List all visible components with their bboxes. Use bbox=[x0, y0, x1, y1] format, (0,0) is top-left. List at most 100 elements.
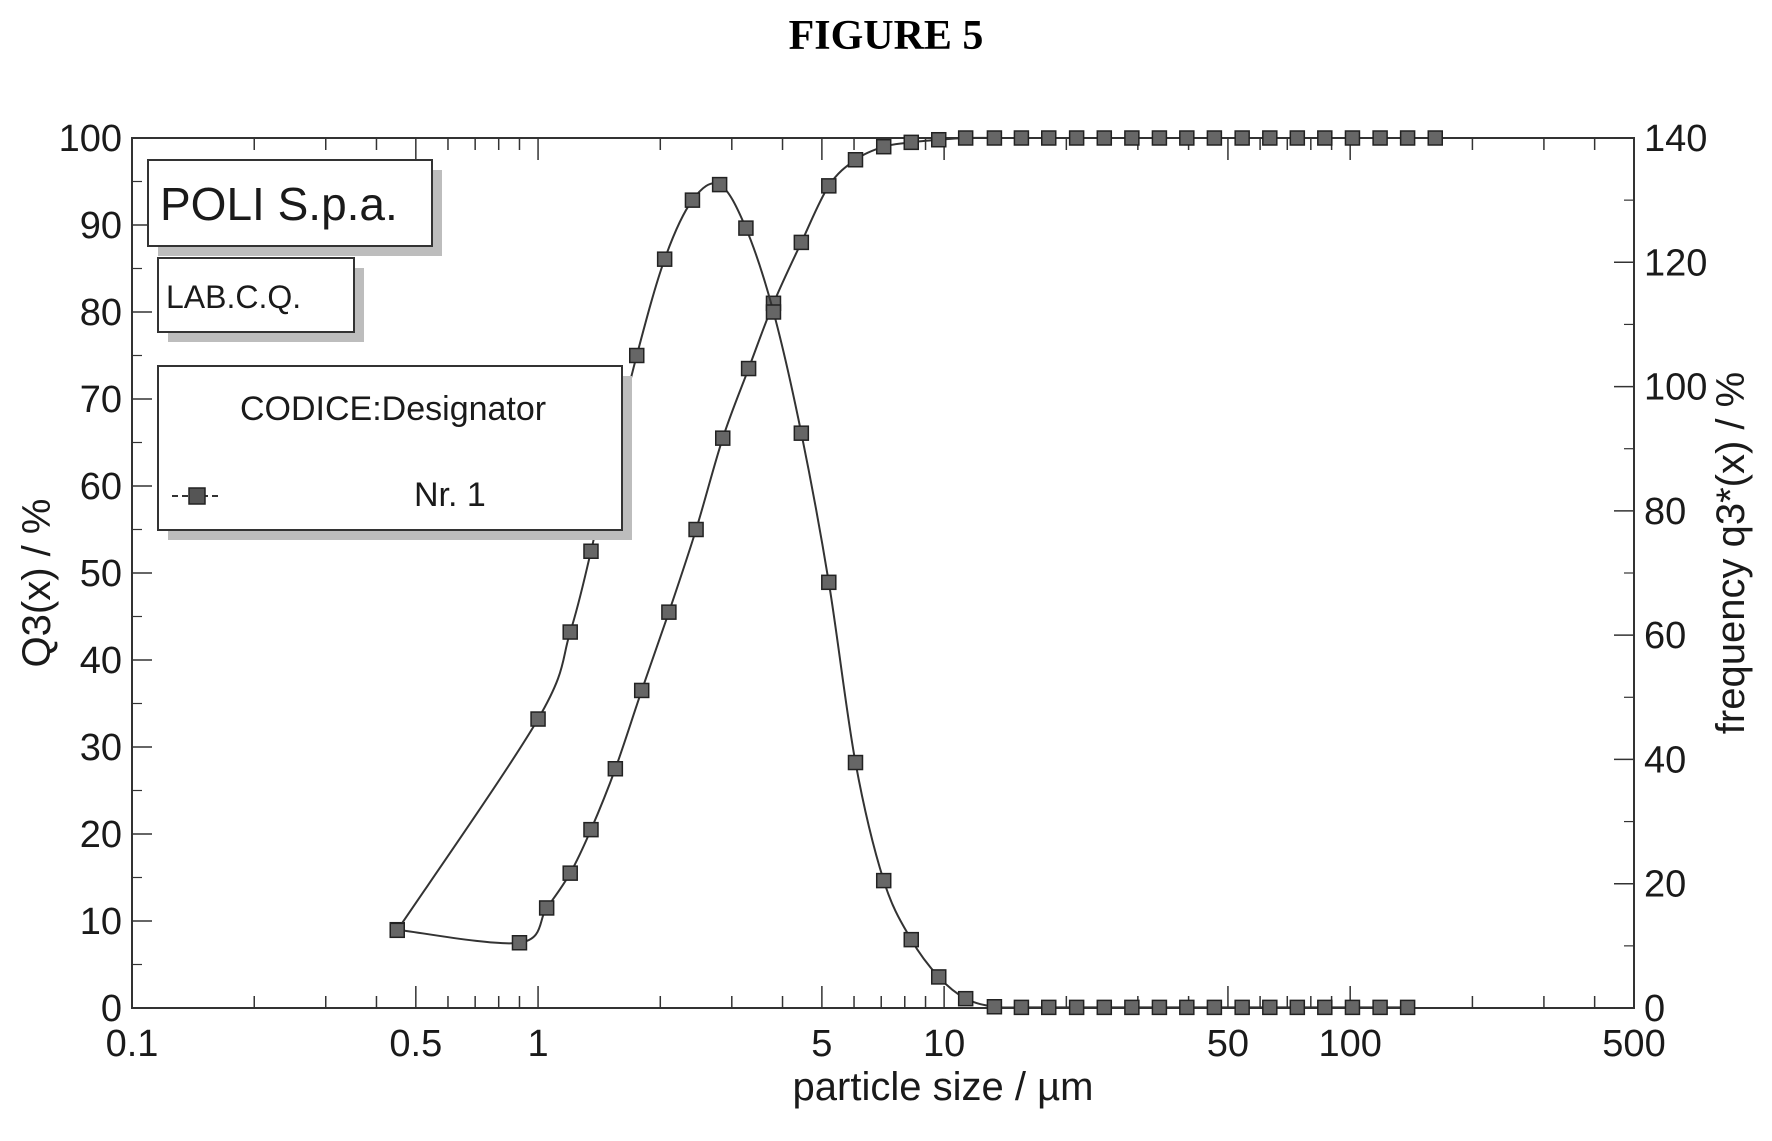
cumulative-data-point bbox=[1013, 130, 1030, 146]
cumulative-series-line bbox=[397, 136, 1436, 945]
frequency-data-point bbox=[1179, 999, 1195, 1016]
frequency-data-point bbox=[1372, 999, 1388, 1016]
y-left-tick-label: 0 bbox=[101, 988, 122, 1030]
cumulative-data-point bbox=[688, 521, 704, 538]
frequency-data-point bbox=[1262, 999, 1278, 1016]
y-right-tick-label: 140 bbox=[1644, 118, 1707, 160]
y-right-axis-title: frequency q3*(x) / % bbox=[1709, 372, 1753, 734]
legend-entry: Nr. 1 bbox=[414, 476, 486, 514]
frequency-data-point bbox=[684, 192, 701, 208]
cumulative-data-point bbox=[793, 234, 810, 251]
cumulative-data-point bbox=[1206, 130, 1223, 146]
frequency-data-point bbox=[1124, 999, 1140, 1016]
frequency-data-point bbox=[1344, 999, 1361, 1016]
cumulative-data-point bbox=[1317, 130, 1333, 146]
cumulative-data-point bbox=[583, 821, 599, 838]
cumulative-data-point bbox=[1068, 130, 1085, 146]
y-left-tick-label: 30 bbox=[80, 727, 122, 769]
frequency-data-point bbox=[530, 711, 546, 727]
y-right-tick-label: 20 bbox=[1644, 864, 1686, 906]
frequency-data-point bbox=[656, 251, 673, 267]
legend-box: CODICE:Designator Nr. 1 bbox=[157, 365, 632, 540]
frequency-data-point bbox=[1234, 999, 1250, 1016]
frequency-data-point bbox=[583, 543, 599, 559]
frequency-data-point bbox=[793, 425, 810, 441]
cumulative-data-point bbox=[821, 178, 837, 194]
cumulative-data-point bbox=[633, 682, 650, 699]
company-box: POLI S.p.a. bbox=[147, 159, 442, 256]
cumulative-data-point bbox=[1289, 130, 1306, 146]
y-right-tick-label: 80 bbox=[1644, 491, 1686, 533]
frequency-data-point bbox=[930, 969, 947, 985]
cumulative-data-point bbox=[1399, 130, 1416, 146]
cumulative-data-point bbox=[511, 935, 528, 951]
x-axis-title: particle size / µm bbox=[793, 1065, 1094, 1109]
lab-box: LAB.C.Q. bbox=[157, 257, 364, 342]
cumulative-data-point bbox=[1427, 130, 1444, 146]
frequency-data-point bbox=[957, 990, 974, 1007]
cumulative-data-point bbox=[661, 604, 677, 620]
frequency-data-point bbox=[562, 624, 578, 640]
frequency-data-point bbox=[1096, 999, 1113, 1016]
y-left-tick-label: 40 bbox=[80, 640, 122, 682]
x-tick-label: 1 bbox=[527, 1023, 548, 1065]
x-tick-label: 50 bbox=[1207, 1023, 1249, 1065]
cumulative-data-point bbox=[1372, 130, 1388, 146]
cumulative-data-point bbox=[1344, 130, 1361, 146]
x-tick-label: 10 bbox=[923, 1023, 965, 1065]
frequency-data-point bbox=[1317, 999, 1333, 1016]
frequency-data-point bbox=[389, 922, 405, 939]
frequency-data-point bbox=[903, 931, 920, 948]
x-tick-label: 500 bbox=[1602, 1023, 1665, 1065]
frequency-data-point bbox=[1068, 999, 1085, 1016]
x-tick-label: 100 bbox=[1318, 1023, 1381, 1065]
cumulative-data-point bbox=[1179, 130, 1195, 146]
y-right-tick-label: 40 bbox=[1644, 739, 1686, 781]
frequency-data-point bbox=[738, 220, 754, 236]
y-left-tick-label: 10 bbox=[80, 901, 122, 943]
cumulative-data-point bbox=[607, 761, 624, 777]
y-left-tick-label: 50 bbox=[80, 553, 122, 595]
frequency-data-point bbox=[875, 872, 892, 889]
frequency-data-point bbox=[1399, 999, 1416, 1016]
cumulative-data-point bbox=[538, 900, 555, 916]
figure-title: FIGURE 5 bbox=[788, 13, 984, 59]
x-tick-label: 5 bbox=[811, 1023, 832, 1065]
y-left-tick-label: 100 bbox=[59, 118, 122, 160]
y-left-tick-label: 90 bbox=[80, 205, 122, 247]
cumulative-data-point bbox=[1151, 130, 1168, 146]
cumulative-data-point bbox=[847, 152, 864, 168]
frequency-data-point bbox=[711, 176, 728, 193]
cumulative-data-point bbox=[1234, 130, 1250, 146]
y-left-axis-title: Q3(x) / % bbox=[15, 499, 59, 668]
frequency-data-point bbox=[847, 754, 864, 771]
x-tick-label: 0.5 bbox=[389, 1023, 442, 1065]
y-left-tick-label: 20 bbox=[80, 814, 122, 856]
frequency-data-point bbox=[1151, 999, 1168, 1016]
y-right-tick-label: 120 bbox=[1644, 242, 1707, 284]
y-right-tick-label: 0 bbox=[1644, 988, 1665, 1030]
y-left-tick-label: 80 bbox=[80, 292, 122, 334]
y-left-tick-label: 60 bbox=[80, 466, 122, 508]
lab-label: LAB.C.Q. bbox=[166, 279, 301, 315]
y-right-tick-label: 60 bbox=[1644, 615, 1686, 657]
cumulative-data-point bbox=[986, 130, 1003, 146]
cumulative-data-point bbox=[1096, 130, 1113, 146]
frequency-data-point bbox=[1289, 999, 1306, 1016]
cumulative-data-point bbox=[1262, 130, 1278, 146]
company-label: POLI S.p.a. bbox=[160, 178, 398, 230]
y-left-tick-label: 70 bbox=[80, 379, 122, 421]
frequency-data-point bbox=[986, 999, 1003, 1015]
frequency-data-point bbox=[1013, 999, 1030, 1016]
frequency-data-point bbox=[1206, 999, 1223, 1016]
frequency-data-point bbox=[765, 304, 782, 320]
cumulative-data-point bbox=[957, 130, 974, 146]
frequency-data-point bbox=[628, 347, 645, 364]
cumulative-data-point bbox=[903, 134, 920, 151]
cumulative-data-point bbox=[715, 430, 731, 446]
x-tick-label: 0.1 bbox=[106, 1023, 159, 1065]
legend-title: CODICE:Designator bbox=[240, 390, 546, 428]
frequency-data-point bbox=[1041, 999, 1057, 1016]
frequency-data-point bbox=[821, 574, 837, 591]
